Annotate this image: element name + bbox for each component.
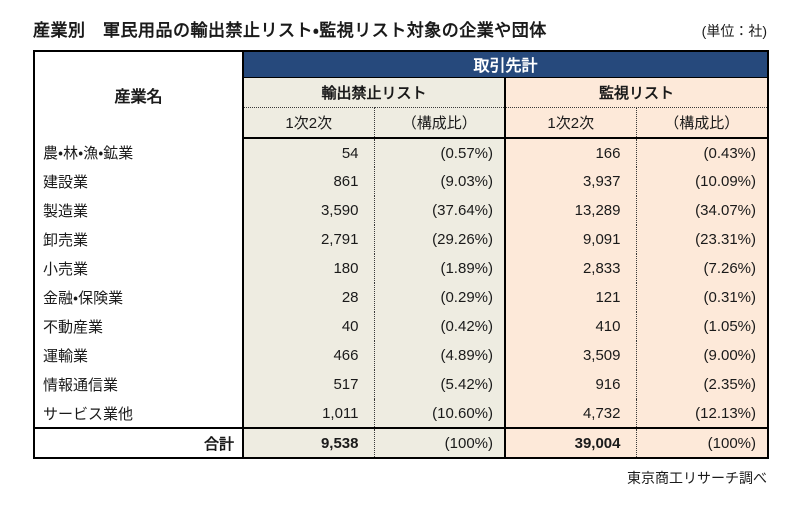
ban-ratio: (9.03%) bbox=[373, 167, 505, 196]
watch-ratio: (23.31%) bbox=[635, 225, 769, 254]
total-watch-ratio: (100%) bbox=[635, 427, 769, 458]
watch-ratio: (0.31%) bbox=[635, 283, 769, 312]
watch-ratio-column-header: （構成比） bbox=[635, 107, 769, 139]
ban-ratio: (0.42%) bbox=[373, 312, 505, 341]
watch-count: 916 bbox=[504, 370, 636, 399]
industry-name: 運輸業 bbox=[34, 341, 244, 370]
header-row-subgroups: 輸出禁止リスト 監視リスト bbox=[34, 77, 769, 108]
table-row: サービス業他 1,011 (10.60%) 4,732 (12.13%) bbox=[34, 399, 769, 428]
watch-count: 9,091 bbox=[504, 225, 636, 254]
table-row: 情報通信業 517 (5.42%) 916 (2.35%) bbox=[34, 370, 769, 399]
ban-ratio: (1.89%) bbox=[373, 254, 505, 283]
total-ban-count: 9,538 bbox=[243, 427, 374, 458]
ban-count: 861 bbox=[243, 167, 374, 196]
ban-count: 3,590 bbox=[243, 196, 374, 225]
watch-count: 121 bbox=[504, 283, 636, 312]
watch-count: 410 bbox=[504, 312, 636, 341]
ban-count: 1,011 bbox=[243, 399, 374, 428]
ban-count: 40 bbox=[243, 312, 374, 341]
watch-count: 13,289 bbox=[504, 196, 636, 225]
table-row: 小売業 180 (1.89%) 2,833 (7.26%) bbox=[34, 254, 769, 283]
header-row-columns: 1次2次 （構成比） 1次2次 （構成比） bbox=[34, 107, 769, 139]
unit-note: (単位：社) bbox=[701, 23, 767, 39]
ban-ratio: (5.42%) bbox=[373, 370, 505, 399]
ban-ratio: (4.89%) bbox=[373, 341, 505, 370]
ban-count: 466 bbox=[243, 341, 374, 370]
ban-ratio: (0.29%) bbox=[373, 283, 505, 312]
industry-name: 金融・保険業 bbox=[34, 283, 244, 312]
watch-ratio: (10.09%) bbox=[635, 167, 769, 196]
total-partners-header: 取引先計 bbox=[243, 51, 769, 78]
watch-count: 3,509 bbox=[504, 341, 636, 370]
ban-count: 28 bbox=[243, 283, 374, 312]
watch-count: 3,937 bbox=[504, 167, 636, 196]
watch-count: 2,833 bbox=[504, 254, 636, 283]
source-note: 東京商工リサーチ調べ bbox=[627, 470, 767, 486]
watch-count-column-header: 1次2次 bbox=[504, 107, 636, 139]
table-row: 製造業 3,590 (37.64%) 13,289 (34.07%) bbox=[34, 196, 769, 225]
ban-ratio-column-header: （構成比） bbox=[373, 107, 505, 139]
table-row: 農・林・漁・鉱業 54 (0.57%) 166 (0.43%) bbox=[34, 138, 769, 167]
ban-count: 54 bbox=[243, 138, 374, 167]
header-row-group: 産業名 取引先計 bbox=[34, 51, 769, 138]
table-row: 不動産業 40 (0.42%) 410 (1.05%) bbox=[34, 312, 769, 341]
ban-count: 517 bbox=[243, 370, 374, 399]
export-ban-list-header: 輸出禁止リスト bbox=[243, 77, 505, 108]
watch-count: 4,732 bbox=[504, 399, 636, 428]
ban-count: 180 bbox=[243, 254, 374, 283]
watch-ratio: (34.07%) bbox=[635, 196, 769, 225]
industry-name: 製造業 bbox=[34, 196, 244, 225]
industry-name: 農・林・漁・鉱業 bbox=[34, 138, 244, 167]
industry-name: 卸売業 bbox=[34, 225, 244, 254]
ban-ratio: (29.26%) bbox=[373, 225, 505, 254]
total-watch-count: 39,004 bbox=[504, 427, 636, 458]
table-row: 金融・保険業 28 (0.29%) 121 (0.31%) bbox=[34, 283, 769, 312]
total-label: 合計 bbox=[34, 427, 244, 458]
page-title: 産業別 軍民用品の輸出禁止リスト・監視リスト対象の企業や団体 bbox=[33, 21, 547, 40]
industry-name: 小売業 bbox=[34, 254, 244, 283]
industry-column-header: 産業名 bbox=[34, 51, 244, 138]
watch-ratio: (9.00%) bbox=[635, 341, 769, 370]
watch-ratio: (0.43%) bbox=[635, 138, 769, 167]
title-bar: 産業別 軍民用品の輸出禁止リスト・監視リスト対象の企業や団体 (単位：社) bbox=[33, 16, 767, 41]
page: 産業別 軍民用品の輸出禁止リスト・監視リスト対象の企業や団体 (単位：社) 産業… bbox=[0, 16, 800, 513]
watch-ratio: (12.13%) bbox=[635, 399, 769, 428]
table-row: 卸売業 2,791 (29.26%) 9,091 (23.31%) bbox=[34, 225, 769, 254]
ban-ratio: (10.60%) bbox=[373, 399, 505, 428]
industry-name: 情報通信業 bbox=[34, 370, 244, 399]
watch-ratio: (2.35%) bbox=[635, 370, 769, 399]
watch-list-header: 監視リスト bbox=[503, 77, 769, 108]
industry-name: サービス業他 bbox=[34, 399, 244, 428]
industry-name: 建設業 bbox=[34, 167, 244, 196]
table-row: 建設業 861 (9.03%) 3,937 (10.09%) bbox=[34, 167, 769, 196]
total-row: 合計 9,538 (100%) 39,004 (100%) bbox=[34, 427, 769, 458]
ban-ratio: (37.64%) bbox=[373, 196, 505, 225]
ban-count-column-header: 1次2次 bbox=[243, 107, 374, 139]
table-row: 運輸業 466 (4.89%) 3,509 (9.00%) bbox=[34, 341, 769, 370]
watch-ratio: (7.26%) bbox=[635, 254, 769, 283]
industry-list-table: 産業名 取引先計 輸出禁止リスト 監視リスト 1次2次 （構成比） 1次2次 （… bbox=[33, 50, 770, 459]
watch-count: 166 bbox=[504, 138, 636, 167]
industry-name: 不動産業 bbox=[34, 312, 244, 341]
ban-ratio: (0.57%) bbox=[373, 138, 505, 167]
total-ban-ratio: (100%) bbox=[373, 427, 505, 458]
ban-count: 2,791 bbox=[243, 225, 374, 254]
watch-ratio: (1.05%) bbox=[635, 312, 769, 341]
